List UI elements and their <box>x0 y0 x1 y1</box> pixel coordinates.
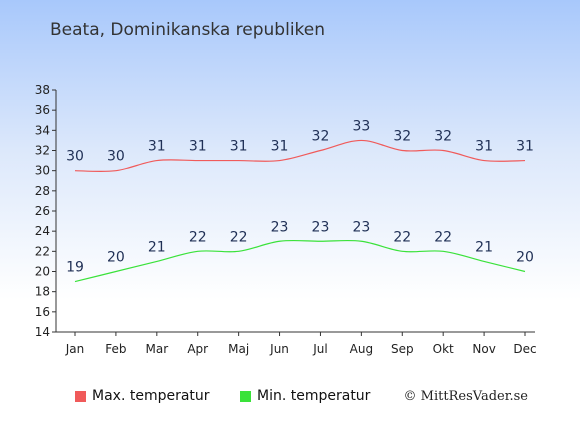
x-tick-label: Jan <box>65 342 85 356</box>
x-tick-label: Aug <box>350 342 373 356</box>
data-label-min: 22 <box>230 229 248 245</box>
legend-label-min: Min. temperatur <box>257 388 371 404</box>
y-tick-label: 14 <box>35 325 50 339</box>
legend-label-max: Max. temperatur <box>92 388 210 404</box>
y-tick-label: 24 <box>35 224 50 238</box>
data-label-min: 22 <box>393 229 411 245</box>
data-label-min: 19 <box>66 260 84 276</box>
data-label-max: 32 <box>393 129 411 145</box>
data-label-max: 30 <box>107 149 125 165</box>
y-tick-label: 26 <box>35 204 50 218</box>
y-tick-label: 34 <box>35 123 50 137</box>
series-line-min <box>74 239 526 283</box>
data-label-max: 33 <box>352 118 370 134</box>
data-label-min: 20 <box>107 250 125 266</box>
data-label-max: 32 <box>434 129 452 145</box>
x-tick-label: Feb <box>105 342 126 356</box>
y-tick-label: 32 <box>35 144 50 158</box>
y-tick-label: 20 <box>35 265 50 279</box>
data-label-max: 31 <box>271 139 289 155</box>
x-tick-label: Jun <box>269 342 289 356</box>
y-tick-label: 16 <box>35 305 50 319</box>
data-label-max: 31 <box>189 139 207 155</box>
x-tick-label: Jul <box>312 342 327 356</box>
x-tick-label: Okt <box>433 342 454 356</box>
data-label-min: 23 <box>312 219 330 235</box>
y-tick-label: 38 <box>35 83 50 97</box>
data-label-max: 31 <box>230 139 248 155</box>
data-label-min: 23 <box>352 219 370 235</box>
legend-swatch-max <box>75 390 86 402</box>
x-tick-label: Mar <box>145 342 168 356</box>
data-label-min: 21 <box>148 239 166 255</box>
y-tick-label: 18 <box>35 285 50 299</box>
y-tick-label: 36 <box>35 103 50 117</box>
chart-series <box>74 139 526 283</box>
x-tick-label: Maj <box>228 342 249 356</box>
data-label-min: 22 <box>434 229 452 245</box>
x-tick-label: Apr <box>187 342 208 356</box>
data-label-max: 32 <box>312 129 330 145</box>
data-label-min: 21 <box>475 239 493 255</box>
chart-data-labels: 30 30 31 31 31 31 32 33 32 32 31 31 19 20 21 22 22 23 23 23… <box>66 118 534 275</box>
y-tick-label: 22 <box>35 244 50 258</box>
legend-item-min: Min. temperatur <box>240 388 370 404</box>
credit-link[interactable]: © MittResVader.se <box>403 389 528 404</box>
legend-item-max: Max. temperatur <box>75 388 210 404</box>
x-tick-label: Dec <box>513 342 536 356</box>
series-line-max <box>74 139 526 173</box>
data-label-max: 31 <box>148 139 166 155</box>
data-label-max: 31 <box>516 139 534 155</box>
y-tick-label: 30 <box>35 164 50 178</box>
x-tick-label: Sep <box>391 342 414 356</box>
data-label-min: 22 <box>189 229 207 245</box>
chart-axes: 14 16 18 20 22 24 26 28 30 32 34 36 38 Jan Feb Mar Apr Ma… <box>35 83 537 356</box>
data-label-min: 20 <box>516 250 534 266</box>
legend-swatch-min <box>240 390 251 402</box>
data-label-max: 30 <box>66 149 84 165</box>
data-label-max: 31 <box>475 139 493 155</box>
y-tick-label: 28 <box>35 184 50 198</box>
data-label-min: 23 <box>271 219 289 235</box>
chart-title: Beata, Dominikanska republiken <box>50 20 326 40</box>
x-tick-label: Nov <box>472 342 495 356</box>
